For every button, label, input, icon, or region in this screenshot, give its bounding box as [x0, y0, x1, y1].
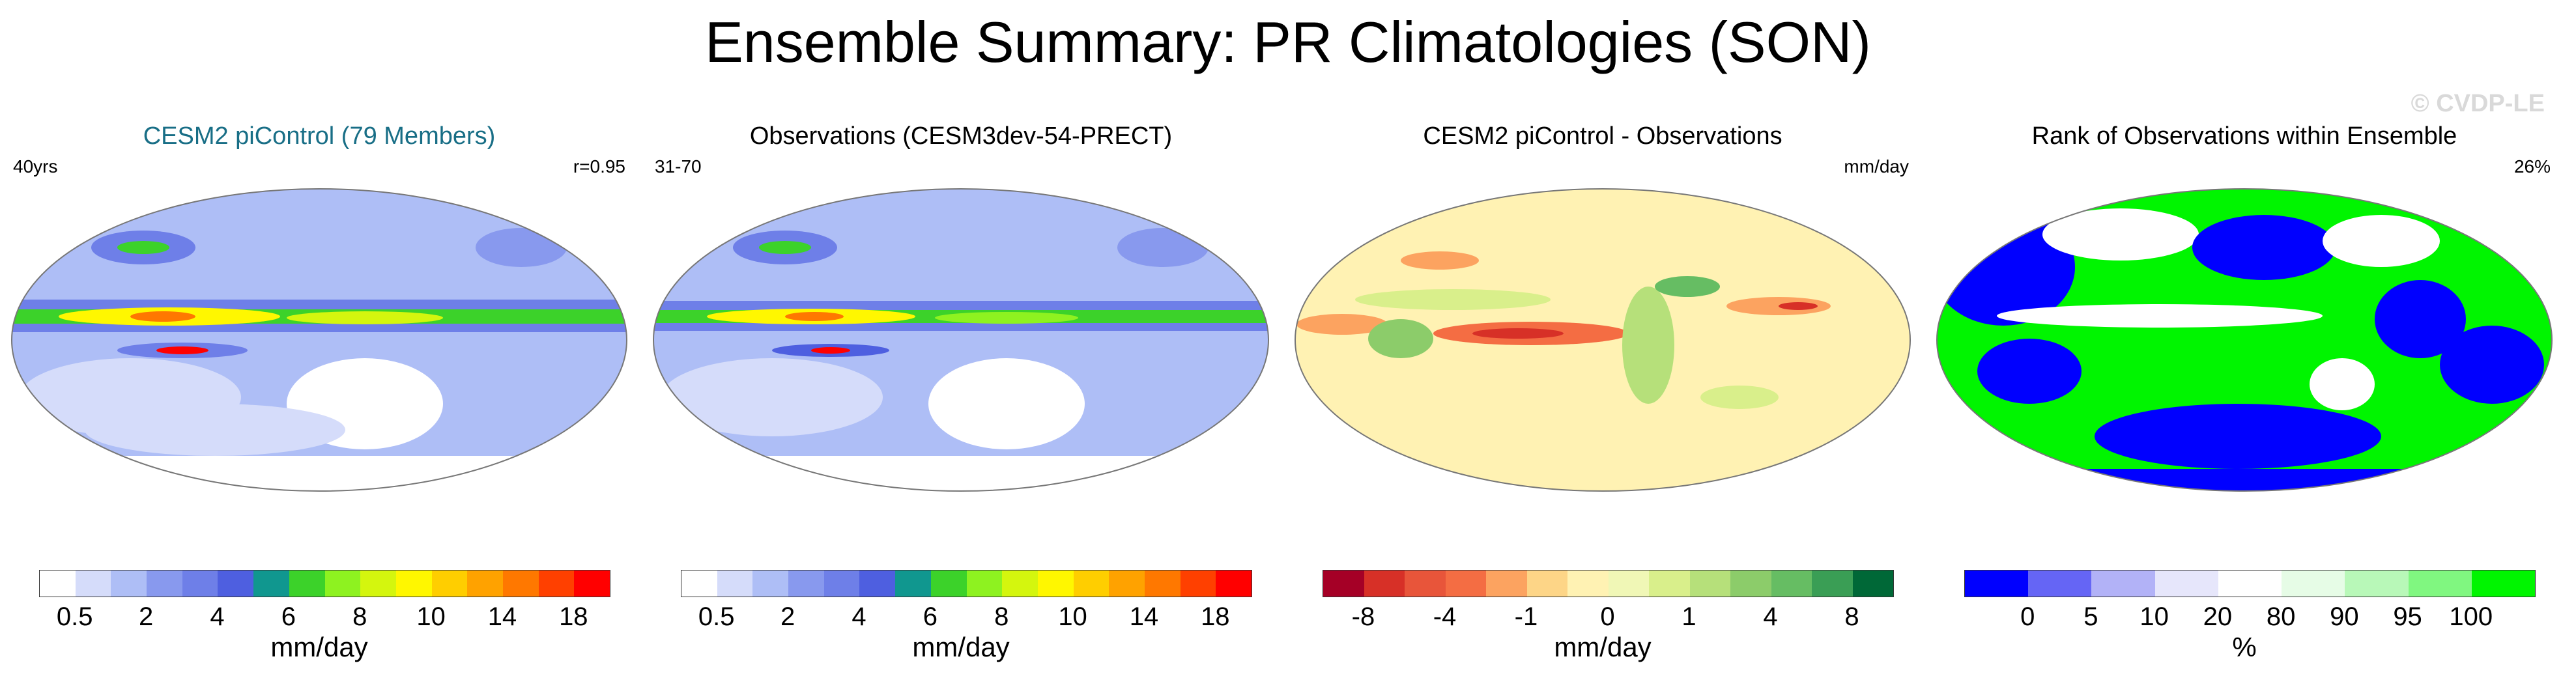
tick-label: 90 — [2330, 602, 2359, 631]
tick-label: 14 — [1129, 602, 1159, 631]
tick-label: 14 — [487, 602, 517, 631]
tick-label: 10 — [2140, 602, 2169, 631]
tick-label: 1 — [1682, 602, 1696, 631]
figure-title: Ensemble Summary: PR Climatologies (SON) — [705, 10, 1871, 74]
tick-label: -1 — [1514, 602, 1538, 631]
colorbar-units: % — [2232, 632, 2257, 662]
panel-title: Observations (CESM3dev-54-PRECT) — [749, 122, 1173, 150]
precip-map — [653, 188, 1269, 492]
tick-label: 2 — [138, 602, 154, 631]
panel-difference: CESM2 piControl - Observations mm/day -8… — [1283, 111, 1922, 671]
tick-label: 2 — [780, 602, 795, 631]
panel-rank: Rank of Observations within Ensemble 26%… — [1925, 111, 2564, 671]
tick-label: 8 — [994, 602, 1009, 631]
colorbar — [681, 570, 1252, 597]
panel-title: CESM2 piControl - Observations — [1423, 122, 1782, 150]
tick-label: 18 — [559, 602, 588, 631]
panel-title: Rank of Observations within Ensemble — [2031, 122, 2457, 150]
tick-label: 0 — [2020, 602, 2035, 631]
tick-label: 20 — [2203, 602, 2233, 631]
tick-label: 6 — [281, 602, 296, 631]
tick-label: -8 — [1351, 602, 1375, 631]
tick-label: 5 — [2083, 602, 2098, 631]
rank-map — [1936, 188, 2553, 492]
tick-label: 80 — [2266, 602, 2296, 631]
colorbar — [39, 570, 610, 597]
colorbar-ticks: 0.5 2 4 6 8 10 14 18 — [681, 602, 1251, 635]
tick-label: 4 — [1763, 602, 1778, 631]
colorbar-units: mm/day — [1554, 632, 1652, 662]
years-label: 40yrs — [13, 156, 58, 176]
tick-label: 6 — [923, 602, 937, 631]
tick-label: 8 — [1844, 602, 1859, 631]
tick-label: 18 — [1201, 602, 1230, 631]
units-label: mm/day — [1844, 156, 1909, 176]
years-label: 31-70 — [655, 156, 702, 176]
tick-label: 95 — [2393, 602, 2422, 631]
tick-label: 0.5 — [56, 602, 93, 631]
watermark: © CVDP-LE — [2411, 90, 2545, 117]
panel-observations: Observations (CESM3dev-54-PRECT) 31-70 0… — [642, 111, 1280, 671]
tick-label: -4 — [1433, 602, 1457, 631]
tick-label: 4 — [852, 602, 866, 631]
correlation-label: r=0.95 — [573, 156, 625, 176]
colorbar-units: mm/day — [270, 632, 368, 662]
colorbar — [1323, 570, 1894, 597]
colorbar-units: mm/day — [912, 632, 1010, 662]
tick-label: 100 — [2449, 602, 2493, 631]
panel-model-climatology: CESM2 piControl (79 Members) 40yrs r=0.9… — [0, 111, 638, 671]
tick-label: 8 — [352, 602, 367, 631]
tick-label: 0 — [1600, 602, 1615, 631]
tick-label: 0.5 — [698, 602, 735, 631]
colorbar-ticks: -8 -4 -1 0 1 4 8 — [1323, 602, 1893, 635]
panel-title: CESM2 piControl (79 Members) — [143, 122, 496, 150]
colorbar-ticks: 0 5 10 20 80 90 95 100 — [1964, 602, 2534, 635]
precip-map — [11, 188, 627, 492]
percent-label: 26% — [2513, 156, 2551, 176]
colorbar — [1964, 570, 2536, 597]
tick-label: 10 — [1058, 602, 1087, 631]
tick-label: 4 — [210, 602, 225, 631]
tick-label: 10 — [416, 602, 446, 631]
colorbar-ticks: 0.5 2 4 6 8 10 14 18 — [39, 602, 609, 635]
difference-map — [1295, 188, 1911, 492]
